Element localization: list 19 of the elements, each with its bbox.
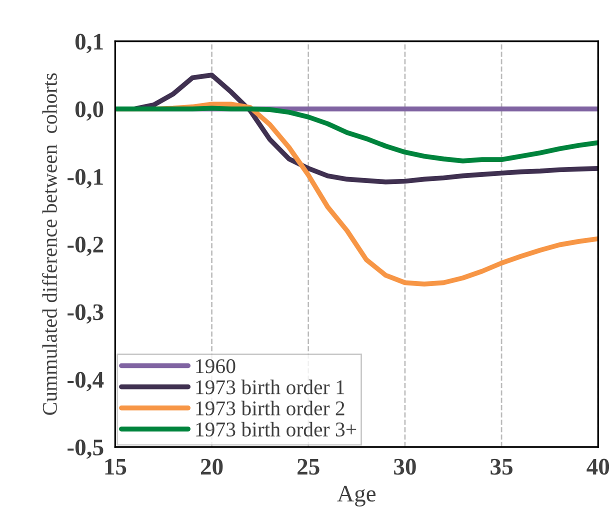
x-tick-label: 35 xyxy=(490,458,512,475)
y-tick-label: -0,5 xyxy=(68,439,104,459)
x-tick-label: 15 xyxy=(105,458,126,475)
legend-label: 1973 birth order 3+ xyxy=(196,422,356,437)
y-axis-title: Cummulated difference between cohorts xyxy=(42,73,57,415)
x-tick-label: 30 xyxy=(394,458,416,475)
x-axis-title: Age xyxy=(337,486,376,506)
x-tick-label: 40 xyxy=(586,458,610,475)
y-tick-label: -0,1 xyxy=(68,169,103,188)
legend-label: 1973 birth order 2 xyxy=(196,400,344,416)
y-tick-label: -0,4 xyxy=(68,372,104,392)
legend-label: 1973 birth order 1 xyxy=(196,380,344,394)
y-tick-label: 0,0 xyxy=(75,101,104,121)
x-tick-label: 20 xyxy=(200,458,223,475)
y-tick-label: -0,3 xyxy=(68,304,104,324)
y-tick-label: -0,2 xyxy=(68,236,104,256)
legend-label: 1960 xyxy=(196,359,236,374)
y-tick-label: 0,1 xyxy=(75,34,103,54)
x-tick-label: 25 xyxy=(298,458,320,475)
